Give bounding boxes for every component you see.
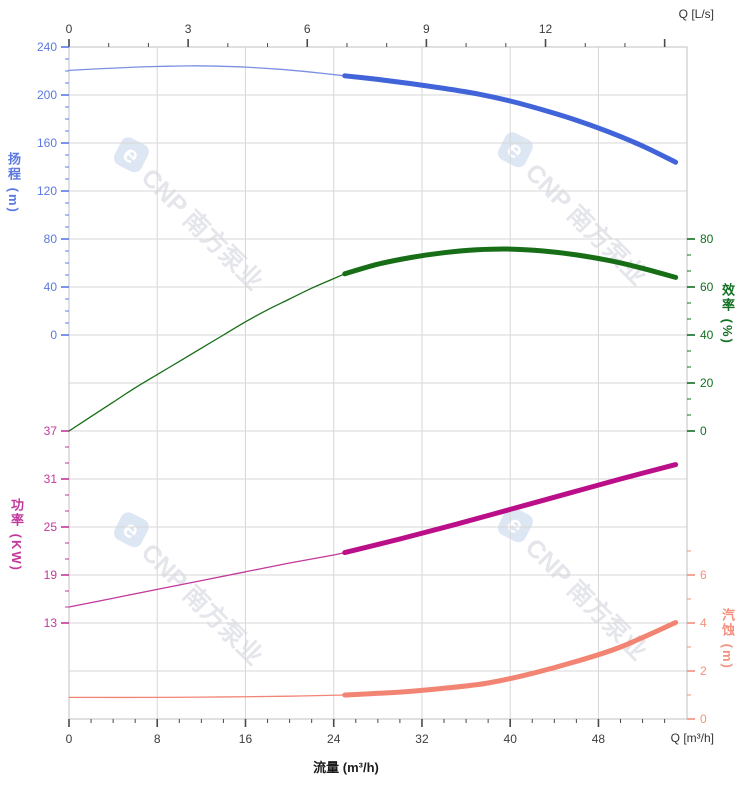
bottom-axis: 0 8 16 24 32 40 48: [66, 719, 666, 746]
tick-label: 0: [66, 22, 73, 36]
tick-label: 32: [415, 732, 429, 746]
efficiency-curve-thin: [68, 273, 346, 432]
tick-label: 0: [700, 712, 707, 726]
tick-label: 37: [44, 424, 58, 438]
tick-label: 80: [44, 232, 58, 246]
head-axis-title: 扬程 (m): [5, 152, 21, 214]
tick-label: 40: [504, 732, 518, 746]
npsh-axis-title: 汽蚀 (m): [719, 608, 735, 670]
tick-label: 12: [539, 22, 553, 36]
tick-label: 4: [700, 616, 707, 630]
efficiency-curve: [342, 246, 679, 280]
tick-label: 13: [44, 616, 58, 630]
tick-label: 2: [700, 664, 707, 678]
tick-label: 19: [44, 568, 58, 582]
power-curve: [342, 462, 679, 556]
tick-label: 20: [700, 376, 714, 390]
npsh-curve: [342, 620, 679, 698]
tick-label: 60: [700, 280, 714, 294]
efficiency-axis-title: 效率 (%): [719, 283, 735, 345]
npsh-curve-thin: [68, 694, 346, 699]
tick-label: 25: [44, 520, 58, 534]
tick-label: 40: [44, 280, 58, 294]
tick-label: 24: [327, 732, 341, 746]
tick-label: CNP 南方泵业: [520, 158, 653, 291]
tick-label: 0: [66, 732, 73, 746]
head-axis: 240 200 160 120 80 40 0: [37, 40, 69, 342]
tick-label: 16: [239, 732, 253, 746]
tick-label: 31: [44, 472, 58, 486]
bottom-axis-unit-label: Q [m³/h]: [670, 731, 714, 745]
tick-label: 3: [185, 22, 192, 36]
tick-label: 40: [700, 328, 714, 342]
tick-label: 0: [50, 328, 57, 342]
top-axis: 0 3 6 9 12: [66, 22, 666, 47]
efficiency-axis: 80 60 40 20 0: [687, 232, 714, 438]
power-axis-title: 功率 (KW): [8, 498, 24, 572]
power-curve-thin: [68, 551, 346, 608]
tick-label: 8: [154, 732, 161, 746]
tick-label: CNP 南方泵业: [520, 533, 653, 666]
tick-label: 120: [37, 184, 57, 198]
tick-label: 0: [700, 424, 707, 438]
tick-label: 6: [700, 568, 707, 582]
head-curve: [342, 73, 679, 165]
top-axis-unit-label: Q [L/s]: [678, 7, 714, 21]
flow-axis-title: 流量 (m³/h): [313, 760, 379, 775]
tick-label: 80: [700, 232, 714, 246]
tick-label: 160: [37, 136, 57, 150]
tick-label: 9: [423, 22, 430, 36]
tick-label: 240: [37, 40, 57, 54]
npsh-axis: 6 4 2 0: [687, 550, 707, 726]
tick-label: CNP 南方泵业: [136, 538, 269, 671]
head-curve-thin: [68, 65, 346, 77]
tick-label: CNP 南方泵业: [136, 163, 269, 296]
tick-label: 6: [304, 22, 311, 36]
tick-label: 48: [592, 732, 606, 746]
power-axis: 37 31 25 19 13: [44, 424, 69, 630]
tick-label: 200: [37, 88, 57, 102]
